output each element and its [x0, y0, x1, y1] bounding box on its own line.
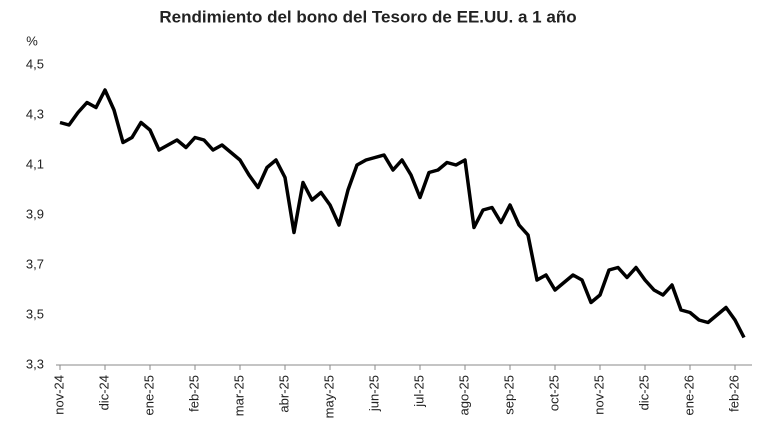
y-tick-label: 3,5 [26, 306, 44, 321]
y-tick-label: 3,7 [26, 256, 44, 271]
y-tick-label: 3,3 [26, 356, 44, 371]
x-tick-label: dic-24 [96, 375, 111, 410]
x-tick-label: ene-25 [141, 375, 156, 415]
y-tick-label: 4,1 [26, 156, 44, 171]
x-tick-label: ago-25 [456, 375, 471, 415]
x-tick-label: ene-26 [681, 375, 696, 415]
x-tick-label: sep-25 [501, 375, 516, 415]
y-axis-label: % [26, 33, 38, 48]
x-tick-label: dic-25 [636, 375, 651, 410]
x-tick-label: nov-24 [51, 375, 66, 415]
x-tick-label: oct-25 [546, 375, 561, 411]
y-tick-label: 4,3 [26, 106, 44, 121]
x-tick-label: feb-26 [726, 375, 741, 412]
x-tick-label: may-25 [321, 375, 336, 418]
y-tick-label: 4,5 [26, 56, 44, 71]
x-tick-label: feb-25 [186, 375, 201, 412]
line-series [59, 88, 746, 339]
x-tick-label: nov-25 [591, 375, 606, 415]
y-tick-label: 3,9 [26, 206, 44, 221]
x-tick-label: abr-25 [276, 375, 291, 413]
x-tick-label: jun-25 [366, 375, 381, 412]
x-tick-label: jul-25 [411, 375, 426, 408]
x-tick-label: mar-25 [231, 375, 246, 416]
chart-title: Rendimiento del bono del Tesoro de EE.UU… [159, 7, 576, 26]
